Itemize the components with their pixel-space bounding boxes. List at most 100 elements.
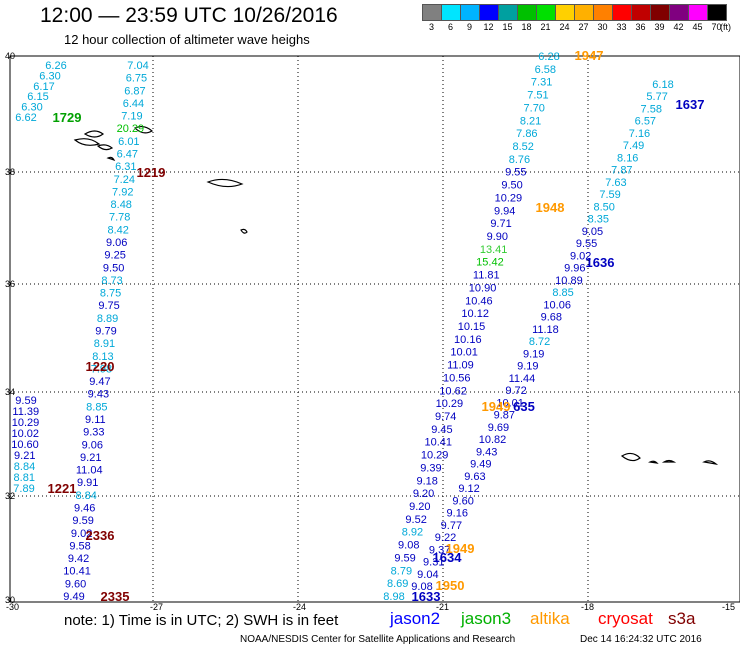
wave-height-label: 8.84 <box>14 461 35 473</box>
wave-height-label: 9.19 <box>523 348 544 360</box>
pass-time-label: 635 <box>513 399 535 414</box>
wave-height-label: 8.85 <box>552 287 573 299</box>
wave-height-label: 8.75 <box>100 288 121 300</box>
wave-height-label: 9.72 <box>505 385 526 397</box>
wave-height-label: 8.21 <box>520 115 541 127</box>
wave-height-label: 11.18 <box>532 324 559 336</box>
wave-height-label: 6.47 <box>117 149 138 161</box>
wave-height-label: 8.81 <box>14 472 35 484</box>
wave-height-label: 8.42 <box>107 224 128 236</box>
wave-height-label: 9.20 <box>413 488 434 500</box>
lat-lon-grid <box>10 56 740 602</box>
legend-label: 15 <box>502 22 513 32</box>
legend-swatch <box>612 4 631 21</box>
island-outline <box>133 125 154 134</box>
legend-label: 24 <box>559 22 570 32</box>
wave-height-label: 8.52 <box>512 141 533 153</box>
wave-height-label: 10.16 <box>454 334 482 346</box>
wave-height-label: 7.92 <box>112 186 133 198</box>
wave-height-label: 10.56 <box>443 372 471 384</box>
legend-swatch <box>555 4 574 21</box>
map-subtitle: 12 hour collection of altimeter wave hei… <box>64 32 310 47</box>
legend-label: 42 <box>673 22 684 32</box>
legend-swatch <box>536 4 555 21</box>
wave-height-label: 9.75 <box>98 300 119 312</box>
credit-line: NOAA/NESDIS Center for Satellite Applica… <box>240 634 516 645</box>
wave-height-label: 9.02 <box>570 250 591 262</box>
wave-height-label: 9.90 <box>487 231 508 243</box>
pass-time-label: 1634 <box>433 550 463 565</box>
footer-note: note: 1) Time is in UTC; 2) SWH is in fe… <box>64 612 339 629</box>
wave-height-label: 9.59 <box>15 395 36 407</box>
island-outline <box>73 138 101 146</box>
wave-height-label: 6.15 <box>27 91 48 103</box>
wave-height-label: 7.04 <box>127 60 148 72</box>
wave-height-label: 7.19 <box>121 111 142 123</box>
wave-height-label: 6.28 <box>538 51 559 63</box>
legend-label: 3 <box>428 22 434 32</box>
wave-height-label: 9.08 <box>411 581 432 593</box>
legend-label: 9 <box>466 22 472 32</box>
wave-height-label: 9.60 <box>452 495 473 507</box>
wave-height-label: 6.57 <box>635 116 656 128</box>
wave-height-label: 10.62 <box>439 385 467 397</box>
longitude-label: -15 <box>722 602 736 612</box>
timestamp: Dec 14 16:24:32 UTC 2016 <box>580 634 702 645</box>
wave-height-label: 11.09 <box>447 360 474 372</box>
island-outline <box>620 452 641 462</box>
wave-height-label: 9.18 <box>417 475 438 487</box>
legend-swatch <box>498 4 517 21</box>
wave-height-label: 10.12 <box>461 308 489 320</box>
wave-height-label: 10.02 <box>11 428 39 440</box>
pass-time-label: 2335 <box>101 589 130 604</box>
wave-height-label: 6.17 <box>33 81 54 93</box>
legend-label: 36 <box>635 22 646 32</box>
pass-time-label: 1636 <box>586 255 615 270</box>
wave-height-label: 9.31 <box>423 557 444 569</box>
wave-height-label: 9.20 <box>409 501 430 513</box>
wave-height-label: 9.08 <box>398 540 419 552</box>
wave-height-label: 9.22 <box>435 532 456 544</box>
wave-height-label: 6.01 <box>118 136 139 148</box>
legend-label: 21 <box>540 22 551 32</box>
legend-swatch <box>422 4 441 21</box>
satellite-legend-item: s3a <box>668 609 696 628</box>
legend-swatch <box>441 4 460 21</box>
wave-height-label: 10.29 <box>436 398 464 410</box>
wave-height-label: 8.84 <box>75 490 96 502</box>
wave-height-label: 8.98 <box>383 591 404 603</box>
wave-height-label: 9.59 <box>394 552 415 564</box>
wave-height-label: 9.12 <box>458 483 479 495</box>
wave-height-label: 10.60 <box>11 439 39 451</box>
latitude-label: 36 <box>5 279 16 289</box>
wave-height-label: 10.90 <box>469 282 497 294</box>
legend-swatch <box>479 4 498 21</box>
color-legend <box>422 4 727 21</box>
island-outline <box>661 459 677 463</box>
legend-label: 30 <box>597 22 608 32</box>
wave-height-label: 8.92 <box>402 527 423 539</box>
wave-height-label: 7.70 <box>524 102 545 114</box>
wave-height-label: 8.85 <box>86 401 107 413</box>
legend-label: 18 <box>521 22 532 32</box>
wave-height-label: 9.21 <box>80 452 101 464</box>
latitude-label: 40 <box>5 51 16 61</box>
pass-time-label: 1637 <box>676 97 705 112</box>
wave-height-label: 9.21 <box>14 450 35 462</box>
wave-height-label: 9.42 <box>68 553 89 565</box>
wave-height-label: 7.98 <box>91 363 112 375</box>
wave-height-label: 10.06 <box>543 299 571 311</box>
wave-height-label: 9.16 <box>447 508 468 520</box>
wave-height-label: 9.87 <box>494 410 515 422</box>
map-frame <box>9 55 740 603</box>
wave-height-label: 7.59 <box>599 189 620 201</box>
wave-height-label: 8.50 <box>594 201 615 213</box>
wave-height-label: 9.46 <box>74 503 95 515</box>
pass-time-label: 1948 <box>536 200 565 215</box>
wave-height-label: 9.25 <box>104 250 125 262</box>
wave-height-label: 8.69 <box>387 578 408 590</box>
pass-time-label: 1729 <box>53 110 82 125</box>
wave-height-label: 8.91 <box>94 338 115 350</box>
wave-height-label: 9.58 <box>69 540 90 552</box>
wave-height-label: 9.91 <box>77 477 98 489</box>
